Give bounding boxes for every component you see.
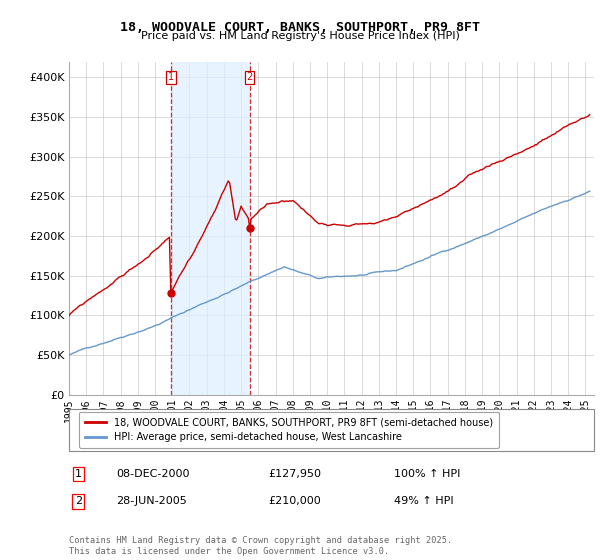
Text: 18, WOODVALE COURT, BANKS, SOUTHPORT, PR9 8FT: 18, WOODVALE COURT, BANKS, SOUTHPORT, PR…: [120, 21, 480, 34]
Text: Contains HM Land Registry data © Crown copyright and database right 2025.
This d: Contains HM Land Registry data © Crown c…: [69, 536, 452, 556]
Legend: 18, WOODVALE COURT, BANKS, SOUTHPORT, PR9 8FT (semi-detached house), HPI: Averag: 18, WOODVALE COURT, BANKS, SOUTHPORT, PR…: [79, 412, 499, 448]
Text: 2: 2: [247, 72, 253, 82]
Text: Price paid vs. HM Land Registry's House Price Index (HPI): Price paid vs. HM Land Registry's House …: [140, 31, 460, 41]
Text: 1: 1: [168, 72, 174, 82]
Text: 2: 2: [75, 496, 82, 506]
Text: 08-DEC-2000: 08-DEC-2000: [116, 469, 190, 479]
Text: 100% ↑ HPI: 100% ↑ HPI: [395, 469, 461, 479]
Text: 1: 1: [75, 469, 82, 479]
Text: £210,000: £210,000: [269, 496, 321, 506]
FancyBboxPatch shape: [69, 409, 594, 451]
Text: 49% ↑ HPI: 49% ↑ HPI: [395, 496, 454, 506]
Text: 28-JUN-2005: 28-JUN-2005: [116, 496, 187, 506]
Text: £127,950: £127,950: [269, 469, 322, 479]
Bar: [171, 62, 250, 395]
